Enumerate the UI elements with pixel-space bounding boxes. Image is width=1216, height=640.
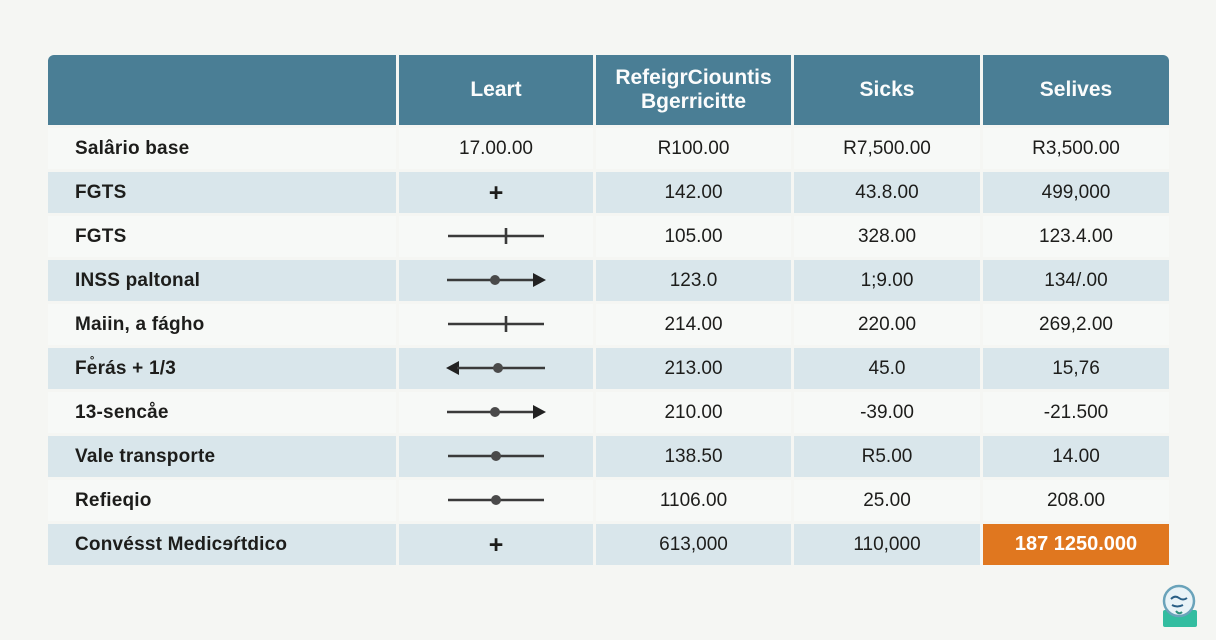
- header-cell-refeigr: RefeigrCiountis Bgerricitte: [596, 55, 791, 125]
- row-label: 13-sencåe: [48, 392, 396, 433]
- line-dot-icon: [446, 490, 546, 511]
- line-tick-icon: [446, 226, 546, 247]
- row-label: Convésst Medicɘŕtdico: [48, 524, 396, 565]
- sicks-value-cell: 220.00: [794, 304, 980, 345]
- selives-value-cell: 15,76: [983, 348, 1169, 389]
- line-tick-icon: [446, 314, 546, 335]
- selives-value-cell: 134/.00: [983, 260, 1169, 301]
- sicks-value-cell: 45.0: [794, 348, 980, 389]
- watermark-circle: [1162, 584, 1196, 618]
- row-label: FGTS: [48, 216, 396, 257]
- sicks-value-cell: 1;9.00: [794, 260, 980, 301]
- header-cell-leart: Leart: [399, 55, 593, 125]
- header-refeigr-line2: Bgerricitte: [640, 90, 747, 113]
- sicks-value-cell: 328.00: [794, 216, 980, 257]
- refeigr-value-cell: 210.00: [596, 392, 791, 433]
- refeigr-value-cell: 1106.00: [596, 480, 791, 521]
- row-label: FGTS: [48, 172, 396, 213]
- selives-value-cell: 123.4.00: [983, 216, 1169, 257]
- selives-value-cell: 269,2.00: [983, 304, 1169, 345]
- table-row: Convésst Medicɘŕtdico + 613,000 110,000 …: [48, 524, 1169, 565]
- selives-value-cell: 208.00: [983, 480, 1169, 521]
- sicks-value-cell: -39.00: [794, 392, 980, 433]
- table-row: 13-sencåe 210.00 -39.00 -21.500: [48, 392, 1169, 433]
- table-row: FGTS 105.00 328.00 123.4.00: [48, 216, 1169, 257]
- leart-cell: [399, 480, 593, 521]
- table-row: Maiin, a fágho 214.00 220.00 269,2.00: [48, 304, 1169, 345]
- sicks-value-cell: 25.00: [794, 480, 980, 521]
- line-dot-icon: [446, 446, 546, 467]
- sicks-value-cell: 43.8.00: [794, 172, 980, 213]
- header-cell-selives: Selives: [983, 55, 1169, 125]
- arrow-right-dot-icon: [445, 270, 547, 291]
- row-label: INSS paltonal: [48, 260, 396, 301]
- refeigr-value-cell: 214.00: [596, 304, 791, 345]
- refeigr-value-cell: 138.50: [596, 436, 791, 477]
- arrow-left-dot-icon: [445, 358, 547, 379]
- leart-cell: [399, 392, 593, 433]
- header-cell-sicks: Sicks: [794, 55, 980, 125]
- selives-value-cell: 499,000: [983, 172, 1169, 213]
- selives-value-cell: R3,500.00: [983, 128, 1169, 169]
- plus-icon: +: [488, 530, 504, 559]
- refeigr-value-cell: 213.00: [596, 348, 791, 389]
- sicks-value-cell: 110,000: [794, 524, 980, 565]
- table-body: Salârio base 17.00.00 R100.00 R7,500.00 …: [48, 128, 1169, 565]
- refeigr-value-cell: 123.0: [596, 260, 791, 301]
- leart-cell: +: [399, 524, 593, 565]
- table-row: Vale transporte 138.50 R5.00 14.00: [48, 436, 1169, 477]
- table-row: Refieqio 1106.00 25.00 208.00: [48, 480, 1169, 521]
- header-row: Leart RefeigrCiountis Bgerricitte Sicks …: [48, 55, 1169, 125]
- payroll-table: Leart RefeigrCiountis Bgerricitte Sicks …: [45, 52, 1172, 568]
- leart-cell: [399, 216, 593, 257]
- refeigr-value-cell: 613,000: [596, 524, 791, 565]
- table-row: Salârio base 17.00.00 R100.00 R7,500.00 …: [48, 128, 1169, 169]
- selives-value-cell: -21.500: [983, 392, 1169, 433]
- row-label: Salârio base: [48, 128, 396, 169]
- leart-cell: [399, 304, 593, 345]
- table-row: INSS paltonal 123.0 1;9.00 134/.00: [48, 260, 1169, 301]
- header-cell-empty: [48, 55, 396, 125]
- refeigr-value-cell: 142.00: [596, 172, 791, 213]
- leart-cell: [399, 436, 593, 477]
- row-label: Fe̊rás + 1/3: [48, 348, 396, 389]
- sicks-value-cell: R7,500.00: [794, 128, 980, 169]
- selives-value-cell: 187 1250.000: [983, 524, 1169, 565]
- leart-cell: [399, 348, 593, 389]
- leart-cell: [399, 260, 593, 301]
- table-row: FGTS + 142.00 43.8.00 499,000: [48, 172, 1169, 213]
- row-label: Maiin, a fágho: [48, 304, 396, 345]
- leart-cell: +: [399, 172, 593, 213]
- table-row: Fe̊rás + 1/3 213.00 45.0 15,76: [48, 348, 1169, 389]
- header-refeigr-line1: RefeigrCiountis: [615, 65, 772, 89]
- selives-value-cell: 14.00: [983, 436, 1169, 477]
- arrow-right-dot-icon: [445, 402, 547, 423]
- table-header: Leart RefeigrCiountis Bgerricitte Sicks …: [48, 55, 1169, 125]
- sicks-value-cell: R5.00: [794, 436, 980, 477]
- leart-cell: 17.00.00: [399, 128, 593, 169]
- watermark-logo: [1156, 582, 1202, 632]
- row-label: Refieqio: [48, 480, 396, 521]
- refeigr-value-cell: R100.00: [596, 128, 791, 169]
- plus-icon: +: [488, 178, 504, 207]
- row-label: Vale transporte: [48, 436, 396, 477]
- refeigr-value-cell: 105.00: [596, 216, 791, 257]
